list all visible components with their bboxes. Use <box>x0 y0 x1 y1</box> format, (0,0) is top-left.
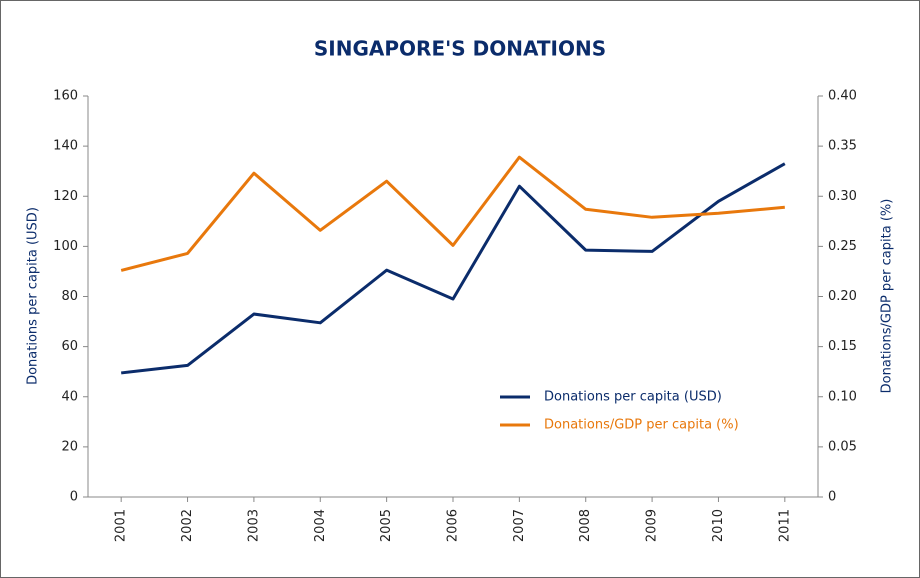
y-tick-label: 0 <box>70 490 78 505</box>
x-tick-label: 2008 <box>578 509 593 542</box>
x-tick-label: 2001 <box>114 509 129 542</box>
x-tick-label: 2002 <box>180 509 195 542</box>
x-tick-label: 2007 <box>512 509 527 542</box>
x-tick-label: 2006 <box>446 509 461 542</box>
y2-tick-label: 0.30 <box>828 189 857 204</box>
y-tick-label: 120 <box>53 189 78 204</box>
y2-tick-label: 0.10 <box>828 389 857 404</box>
y2-tick-label: 0.05 <box>828 439 857 454</box>
y-tick-label: 100 <box>53 239 78 254</box>
chart-title: SINGAPORE'S DONATIONS <box>314 37 606 61</box>
x-tick-label: 2010 <box>711 509 726 542</box>
y2-tick-label: 0.15 <box>828 339 857 354</box>
y2-axis-label: Donations/GDP per capita (%) <box>880 199 895 394</box>
x-tick-label: 2004 <box>313 509 328 542</box>
y-tick-label: 40 <box>61 389 78 404</box>
y-tick-label: 60 <box>61 339 78 354</box>
series-line <box>120 155 785 272</box>
y-tick-label: 20 <box>61 439 78 454</box>
y-tick-label: 140 <box>53 139 78 154</box>
y-axis-label: Donations per capita (USD) <box>26 207 41 385</box>
y-tick-label: 80 <box>61 289 78 304</box>
x-tick-label: 2003 <box>246 509 261 542</box>
series-line <box>121 162 786 375</box>
y2-tick-label: 0.20 <box>828 289 857 304</box>
x-tick-label: 2005 <box>379 509 394 542</box>
y2-tick-label: 0.35 <box>828 139 857 154</box>
legend-label: Donations per capita (USD) <box>544 390 722 405</box>
x-tick-label: 2009 <box>645 509 660 542</box>
y2-tick-label: 0.40 <box>828 89 857 104</box>
x-tick-label: 2011 <box>777 509 792 542</box>
legend-label: Donations/GDP per capita (%) <box>544 418 739 433</box>
y2-tick-label: 0 <box>828 490 836 505</box>
y2-tick-label: 0.25 <box>828 239 857 254</box>
y-tick-label: 160 <box>53 89 78 104</box>
